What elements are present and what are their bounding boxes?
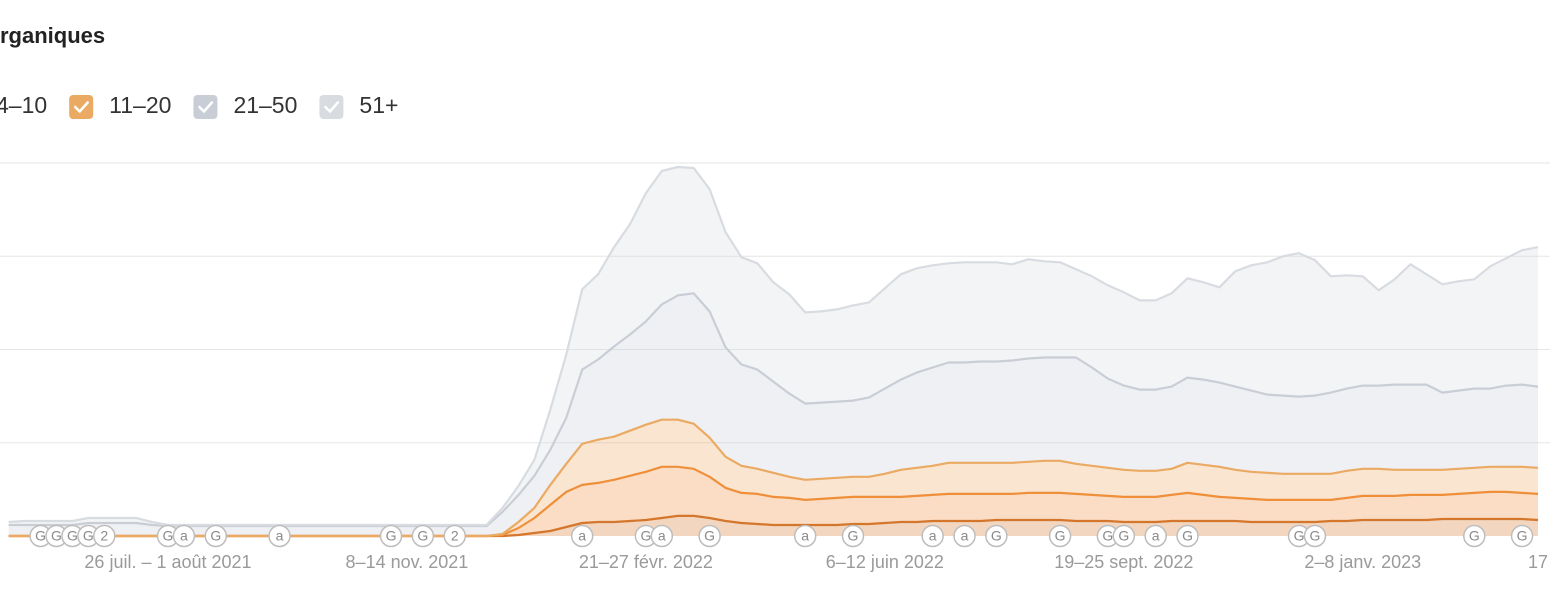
annotation-label: a <box>929 528 937 544</box>
annotation-marker <box>650 524 674 548</box>
annotation-label: G <box>67 528 78 544</box>
annotation-marker <box>411 524 435 548</box>
x-tick-label: 6–12 juin 2022 <box>826 552 944 572</box>
x-tick-label: 19–25 sept. 2022 <box>1054 552 1193 572</box>
annotation-marker <box>1303 524 1327 548</box>
annotation-label: G <box>163 528 174 544</box>
annotation-label: G <box>83 528 94 544</box>
annotation-marker <box>1510 524 1534 548</box>
annotation-label: 2 <box>451 528 459 544</box>
legend-label: 4–10 <box>0 92 47 118</box>
annotation-label: G <box>35 528 46 544</box>
area <box>8 293 1539 536</box>
annotation-label: a <box>180 528 188 544</box>
annotation-marker <box>793 524 817 548</box>
annotation-label: G <box>210 528 221 544</box>
line <box>8 165 1539 527</box>
annotation-label: G <box>640 528 651 544</box>
legend-checkbox <box>69 95 94 119</box>
annotation-label: G <box>1517 528 1528 544</box>
annotation-label: G <box>1469 528 1480 544</box>
legend-checkbox <box>319 95 344 119</box>
annotation-label: G <box>704 528 715 544</box>
annotation-marker <box>1463 524 1486 548</box>
annotation-label: a <box>276 528 284 544</box>
area <box>8 466 1539 536</box>
annotation-marker <box>921 524 944 548</box>
checkmark <box>73 101 89 113</box>
annotation-marker <box>1048 524 1072 548</box>
area <box>8 167 1539 526</box>
annotation-marker <box>953 524 976 548</box>
annotation-marker <box>1176 524 1199 548</box>
chart-title: rganiques <box>0 23 105 48</box>
annotation-marker <box>172 524 196 548</box>
x-tick-label: 17 <box>1528 552 1548 572</box>
annotation-label: G <box>991 528 1002 544</box>
annotation-label: G <box>1055 528 1066 544</box>
annotation-label: a <box>578 528 586 544</box>
annotation-label: a <box>1152 528 1160 544</box>
x-tick-label: 8–14 nov. 2021 <box>346 552 469 572</box>
x-tick-label: 21–27 févr. 2022 <box>579 552 713 572</box>
annotation-label: G <box>51 528 62 544</box>
annotation-label: a <box>801 528 809 544</box>
annotation-label: G <box>1118 528 1129 544</box>
x-tick-label: 2–8 janv. 2023 <box>1304 552 1421 572</box>
annotation-marker <box>985 524 1008 548</box>
legend-label: 21–50 <box>233 92 297 118</box>
annotation-marker <box>204 524 228 548</box>
annotation-label: G <box>1294 528 1305 544</box>
annotation-marker <box>841 524 865 548</box>
annotation-marker <box>570 524 594 548</box>
annotation-marker <box>1112 524 1136 548</box>
line <box>8 418 1539 538</box>
x-tick-label: 26 juil. – 1 août 2021 <box>84 552 251 572</box>
annotation-label: G <box>1182 528 1193 544</box>
annotation-label: a <box>658 528 666 544</box>
annotation-marker <box>268 524 291 548</box>
annotation-label: a <box>961 528 969 544</box>
legend-checkbox <box>193 95 218 119</box>
annotation-marker <box>379 524 403 548</box>
legend-label: 51+ <box>359 92 398 118</box>
annotation-marker <box>1144 524 1167 548</box>
legend-label: 11–20 <box>109 92 171 118</box>
annotation-label: G <box>417 528 428 544</box>
annotation-label: G <box>1102 528 1113 544</box>
annotation-label: G <box>848 528 859 544</box>
annotation-marker <box>443 524 466 548</box>
checkmark <box>198 101 214 113</box>
area <box>8 419 1539 536</box>
annotation-label: G <box>386 528 397 544</box>
annotation-marker <box>698 524 721 548</box>
annotation-marker <box>93 524 116 548</box>
annotation-label: 2 <box>100 528 108 544</box>
annotation-label: G <box>1310 528 1321 544</box>
checkmark <box>324 101 340 113</box>
